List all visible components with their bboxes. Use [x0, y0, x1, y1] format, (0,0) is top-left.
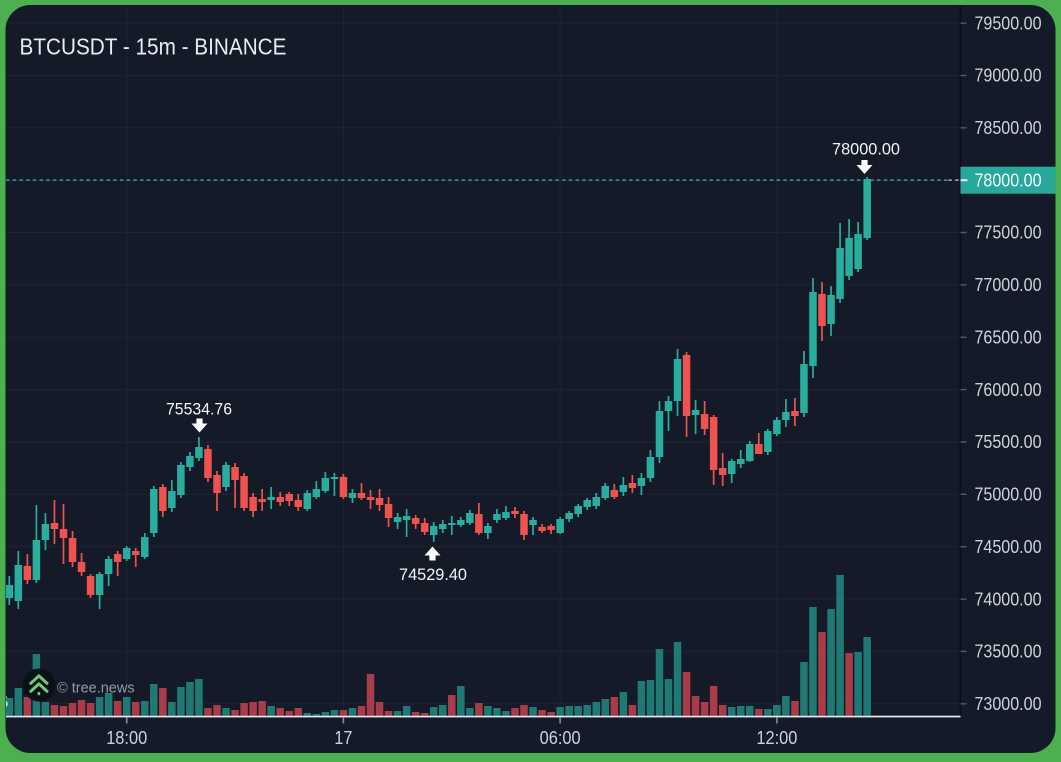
- svg-text:17: 17: [334, 728, 352, 748]
- svg-text:BTCUSDT - 15m - BINANCE: BTCUSDT - 15m - BINANCE: [20, 33, 287, 59]
- svg-text:79500.00: 79500.00: [975, 13, 1042, 33]
- svg-text:76500.00: 76500.00: [975, 328, 1042, 348]
- svg-text:74000.00: 74000.00: [975, 589, 1042, 609]
- svg-text:77500.00: 77500.00: [975, 223, 1042, 243]
- svg-text:76000.00: 76000.00: [975, 380, 1042, 400]
- svg-text:12:00: 12:00: [756, 728, 797, 748]
- svg-text:18:00: 18:00: [106, 728, 147, 748]
- svg-text:75500.00: 75500.00: [975, 432, 1042, 452]
- svg-text:73000.00: 73000.00: [975, 694, 1042, 714]
- svg-text:5: 5: [0, 695, 9, 712]
- svg-text:75000.00: 75000.00: [975, 485, 1042, 505]
- svg-text:74529.40: 74529.40: [399, 565, 467, 584]
- svg-text:74500.00: 74500.00: [975, 537, 1042, 557]
- svg-text:06:00: 06:00: [540, 728, 581, 748]
- svg-text:77000.00: 77000.00: [975, 275, 1042, 295]
- svg-text:79000.00: 79000.00: [975, 66, 1042, 86]
- svg-text:73500.00: 73500.00: [975, 642, 1042, 662]
- svg-text:75534.76: 75534.76: [166, 400, 232, 419]
- svg-text:78000.00: 78000.00: [832, 140, 900, 159]
- svg-text:© tree.news: © tree.news: [57, 681, 135, 697]
- svg-text:78500.00: 78500.00: [975, 118, 1042, 138]
- svg-text:78000.00: 78000.00: [975, 170, 1042, 190]
